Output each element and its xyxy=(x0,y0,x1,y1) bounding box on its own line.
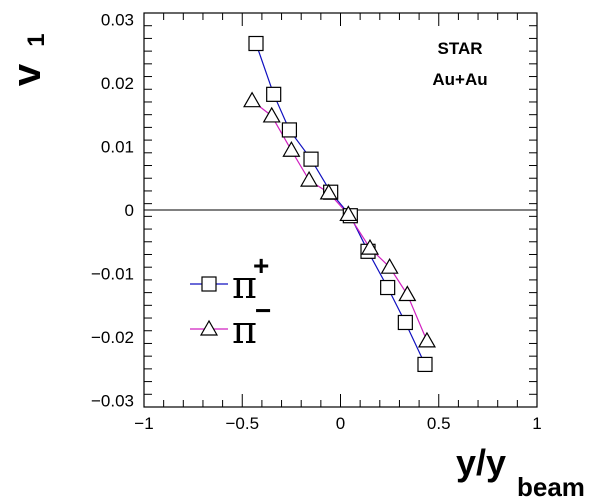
x-tick-label: −0.5 xyxy=(225,414,259,433)
data-point-triangle xyxy=(319,183,338,200)
legend-item-pi-plus: π + xyxy=(190,250,269,307)
data-point-triangle xyxy=(282,141,301,157)
data-point-triangle xyxy=(339,205,358,222)
annotation-line-2: Au+Au xyxy=(432,70,487,89)
data-point-square xyxy=(281,122,298,138)
x-tick-label: −1 xyxy=(134,414,153,433)
data-point-triangle xyxy=(262,106,281,123)
series-line-square xyxy=(255,43,426,365)
y-tick-label: −0.03 xyxy=(91,392,134,411)
x-axis-title-main: y/y xyxy=(456,442,506,483)
x-axis-ticks: −1 −0.5 0 0.5 1 xyxy=(134,13,542,433)
y-tick-label: 0 xyxy=(125,201,134,220)
legend-label-pi-plus: π xyxy=(232,263,257,307)
x-tick-label: 1 xyxy=(532,414,541,433)
x-tick-label: 0.5 xyxy=(427,414,451,433)
x-axis-title-sub: beam xyxy=(517,472,585,501)
data-point-square xyxy=(397,314,413,331)
data-point-triangle xyxy=(380,257,399,274)
x-axis-title: y/y beam xyxy=(456,442,585,501)
legend-item-pi-minus: π − xyxy=(190,295,271,352)
data-point-square xyxy=(266,86,282,102)
data-point-triangle xyxy=(417,331,436,348)
data-markers xyxy=(243,35,436,373)
data-point-square xyxy=(380,279,396,296)
data-point-square xyxy=(417,356,433,373)
series-lines xyxy=(251,43,428,365)
y-axis-title: v 1 xyxy=(5,33,50,86)
series-line-triangle xyxy=(251,100,428,342)
data-point-square xyxy=(303,151,319,167)
data-point-triangle xyxy=(243,91,262,108)
legend-square-marker xyxy=(201,276,217,292)
legend-sup-pi-plus: + xyxy=(253,250,269,281)
y-tick-label: 0.03 xyxy=(101,10,134,29)
y-tick-label: 0.01 xyxy=(101,137,134,156)
y-axis-title-sub: 1 xyxy=(23,33,50,46)
data-point-triangle xyxy=(398,285,417,302)
y-tick-label: −0.01 xyxy=(91,265,134,284)
y-axis-ticks: −0.03 −0.02 −0.01 0 0.01 0.02 0.03 xyxy=(91,10,537,411)
x-tick-label: 0 xyxy=(336,414,345,433)
legend-triangle-marker xyxy=(199,319,219,336)
annotation-line-1: STAR xyxy=(437,39,482,58)
legend: π + π − xyxy=(190,250,271,352)
y-tick-label: −0.02 xyxy=(91,328,134,347)
y-tick-label: 0.02 xyxy=(101,74,134,93)
data-point-triangle xyxy=(360,238,380,255)
y-axis-title-main: v xyxy=(5,63,49,86)
data-point-triangle xyxy=(300,170,319,187)
legend-label-pi-minus: π xyxy=(232,308,257,352)
legend-sup-pi-minus: − xyxy=(255,295,271,326)
data-point-square xyxy=(248,35,264,52)
